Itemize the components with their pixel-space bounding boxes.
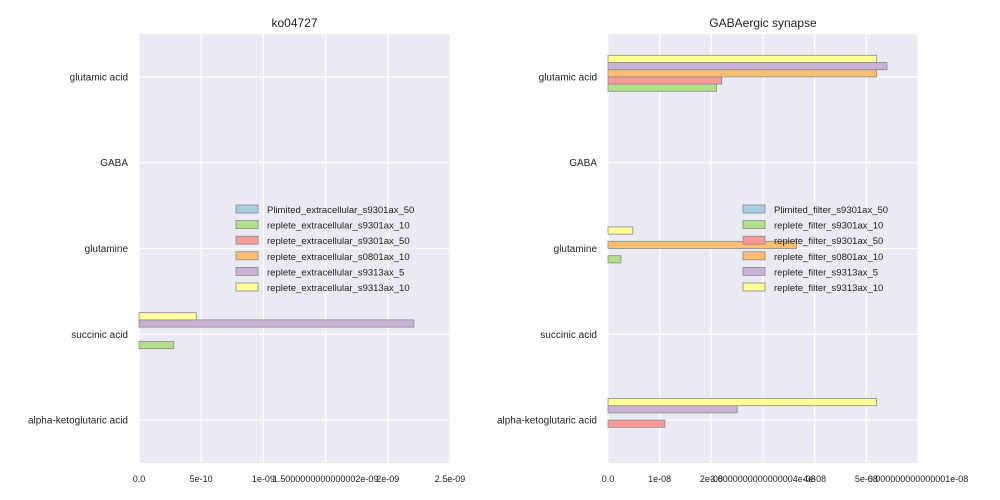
y-tick-label: GABA — [569, 158, 597, 169]
legend-label: replete_filter_s9301ax_50 — [774, 236, 883, 247]
bar-succinic-acid-replete-extracellular-s9313ax-5 — [138, 319, 415, 328]
legend-label: replete_extracellular_s9301ax_10 — [267, 221, 410, 232]
legend-label: replete_filter_s9313ax_5 — [774, 267, 878, 278]
x-tick-label: 1e-08 — [648, 474, 671, 484]
y-tick-label: glutamine — [85, 244, 129, 255]
y-tick-label: glutamic acid — [539, 72, 597, 83]
x-tick-label: 1.5000000000000002e-09 — [273, 474, 379, 484]
legend-swatch-plimited-extracellular-s9301ax-50 — [235, 204, 259, 214]
y-tick-label: glutamine — [554, 244, 598, 255]
legend-label: replete_extracellular_s9313ax_5 — [267, 267, 404, 278]
legend-label: replete_extracellular_s0801ax_10 — [267, 252, 410, 263]
y-tick-label: succinic acid — [71, 330, 128, 341]
chart-ko04727: glutamic acid GABA glutamine succinic acid a… — [28, 16, 465, 484]
bar-glutamic-acid-replete-filter-s0801ax-10 — [607, 69, 878, 78]
bar-alpha-ketoglutaric-acid-replete-filter-s9301ax-50 — [607, 419, 666, 428]
legend-swatch-replete-filter-s9301ax-10 — [742, 220, 766, 230]
legend-swatch-replete-filter-s9301ax-50 — [742, 235, 766, 245]
legend-swatch-replete-filter-s9313ax-5 — [742, 266, 766, 276]
bar-succinic-acid-replete-extracellular-s9301ax-10 — [138, 341, 175, 350]
x-tick-label: 0.0 — [133, 474, 146, 484]
legend: Plimited_filter_s9301ax_50 replete_filter… — [742, 204, 888, 294]
y-tick-label: GABA — [100, 158, 128, 169]
bar-glutamine-replete-filter-s9301ax-10 — [607, 255, 622, 264]
bar-glutamine-replete-filter-s9313ax-10 — [607, 226, 634, 235]
legend-label: Plimited_filter_s9301ax_50 — [774, 205, 888, 216]
legend-label: Plimited_extracellular_s9301ax_50 — [267, 205, 414, 216]
legend-label: replete_filter_s0801ax_10 — [774, 252, 883, 263]
legend-swatch-replete-extracellular-s9313ax-5 — [235, 266, 259, 276]
y-tick-label: alpha-ketoglutaric acid — [28, 416, 128, 427]
y-tick-label: succinic acid — [540, 330, 597, 341]
legend: Plimited_extracellular_s9301ax_50replete… — [235, 204, 414, 294]
x-tick-label: 2e-08 — [700, 474, 723, 484]
chart-title: ko04727 — [271, 16, 317, 30]
bar-glutamine-replete-filter-s0801ax-10 — [607, 240, 797, 249]
bar-glutamic-acid-replete-filter-s9313ax-10 — [607, 54, 878, 63]
bar-glutamic-acid-replete-filter-s9313ax-5 — [607, 62, 888, 71]
bar-succinic-acid-replete-extracellular-s9313ax-10 — [138, 312, 197, 321]
legend-label: replete_extracellular_s9313ax_10 — [267, 283, 410, 294]
chart-title: GABAergic synapse — [709, 16, 817, 30]
legend-swatch-replete-filter-s0801ax-10 — [742, 251, 766, 261]
chart-gabaergic-synapse: glutamic acid GABA glutamine succinic acid a… — [497, 16, 968, 484]
legend-label: replete_filter_s9313ax_10 — [774, 283, 883, 294]
legend-label: replete_extracellular_s9301ax_50 — [267, 236, 410, 247]
bar-alpha-ketoglutaric-acid-replete-filter-s9313ax-5 — [607, 405, 738, 414]
legend-swatch-replete-filter-s9313ax-10 — [742, 282, 766, 292]
legend-label: replete_filter_s9301ax_10 — [774, 221, 883, 232]
x-tick-label: 4e-08 — [803, 474, 826, 484]
x-tick-label: 0.0 — [602, 474, 615, 484]
x-tick-label: 5e-10 — [190, 474, 213, 484]
x-tick-label: 2e-09 — [376, 474, 399, 484]
y-tick-label: glutamic acid — [70, 72, 128, 83]
bar-alpha-ketoglutaric-acid-replete-filter-s9313ax-10 — [607, 398, 878, 407]
x-tick-label: 2.5e-09 — [435, 474, 466, 484]
bar-glutamic-acid-replete-filter-s9301ax-10 — [607, 83, 717, 92]
legend-swatch-replete-extracellular-s9301ax-10 — [235, 220, 259, 230]
legend-swatch-replete-extracellular-s9301ax-50 — [235, 235, 259, 245]
bar-glutamic-acid-replete-filter-s9301ax-50 — [607, 76, 723, 85]
x-tick-label: 5e-08 — [855, 474, 878, 484]
y-tick-label: alpha-ketoglutaric acid — [497, 416, 597, 427]
legend-swatch-replete-extracellular-s0801ax-10 — [235, 251, 259, 261]
legend-swatch-replete-extracellular-s9313ax-10 — [235, 282, 259, 292]
legend-swatch-plimited-filter-s9301ax-50 — [742, 204, 766, 214]
x-tick-label: 1e-09 — [252, 474, 275, 484]
x-tick-label: 6.000000000000001e-08 — [868, 474, 969, 484]
x-tick-label: 3.0000000000000004e-08 — [710, 474, 816, 484]
